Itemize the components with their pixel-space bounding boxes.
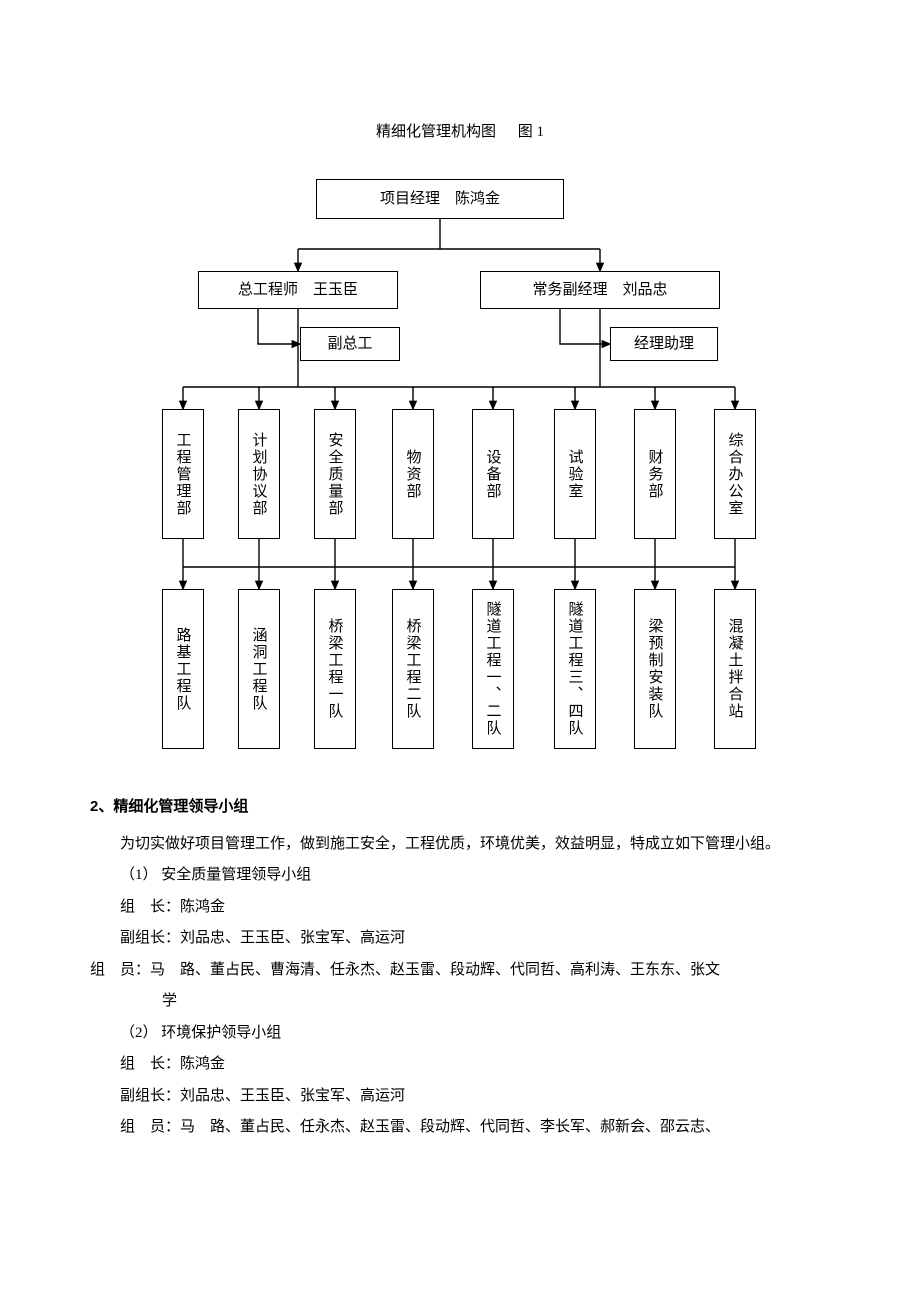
- node-dept-3: 物资部: [392, 409, 434, 539]
- node-dept-0: 工程管理部: [162, 409, 204, 539]
- group1-members-line1: 组 员：马 路、董占民、曹海清、任永杰、赵玉雷、段动辉、代同哲、高利涛、王东东、…: [90, 955, 830, 987]
- node-deputy-manager: 常务副经理 刘品忠: [480, 271, 720, 309]
- node-team-2: 桥梁工程一队: [314, 589, 356, 749]
- node-team-6: 梁预制安装队: [634, 589, 676, 749]
- org-chart-lines: [110, 151, 810, 761]
- node-manager-assistant: 经理助理: [610, 327, 718, 361]
- node-dept-4: 设备部: [472, 409, 514, 539]
- node-team-4: 隧道工程一、二队: [472, 589, 514, 749]
- leader-label: 组 长：: [120, 899, 180, 915]
- group2-viceleader: 副组长：刘品忠、王玉臣、张宝军、高运河: [90, 1081, 830, 1113]
- group1-viceleader: 副组长：刘品忠、王玉臣、张宝军、高运河: [90, 923, 830, 955]
- node-dept-5: 试验室: [554, 409, 596, 539]
- members-list1: 马 路、董占民、任永杰、赵玉雷、段动辉、代同哲、李长军、郝新会、邵云志、: [180, 1119, 720, 1135]
- intro-paragraph: 为切实做好项目管理工作，做到施工安全，工程优质，环境优美，效益明显，特成立如下管…: [90, 829, 830, 861]
- node-team-1: 涵洞工程队: [238, 589, 280, 749]
- chart-title: 精细化管理机构图 图 1: [0, 120, 920, 141]
- group2-members-line1: 组 员：马 路、董占民、任永杰、赵玉雷、段动辉、代同哲、李长军、郝新会、邵云志、: [90, 1112, 830, 1144]
- node-team-7: 混凝土拌合站: [714, 589, 756, 749]
- node-dept-2: 安全质量部: [314, 409, 356, 539]
- chart-fig-label: 图 1: [518, 124, 544, 140]
- viceleader-label: 副组长：: [120, 930, 180, 946]
- leader-name: 陈鸿金: [180, 899, 225, 915]
- viceleader-list: 刘品忠、王玉臣、张宝军、高运河: [180, 1088, 405, 1104]
- members-list1: 马 路、董占民、曹海清、任永杰、赵玉雷、段动辉、代同哲、高利涛、王东东、张文: [150, 962, 720, 978]
- org-chart: 项目经理 陈鸿金总工程师 王玉臣 常务副经理 刘品忠副总工 经理助理工程管理部计划协…: [110, 151, 810, 751]
- node-team-5: 隧道工程三、四队: [554, 589, 596, 749]
- chart-title-text: 精细化管理机构图: [376, 124, 496, 140]
- node-team-0: 路基工程队: [162, 589, 204, 749]
- node-dept-7: 综合办公室: [714, 409, 756, 539]
- group1-leader: 组 长：陈鸿金: [90, 892, 830, 924]
- leader-label: 组 长：: [120, 1056, 180, 1072]
- node-team-3: 桥梁工程二队: [392, 589, 434, 749]
- section-heading: 2、精细化管理领导小组: [90, 791, 830, 823]
- group2-leader: 组 长：陈鸿金: [90, 1049, 830, 1081]
- members-label: 组 员：: [90, 962, 150, 978]
- group2-label: （2） 环境保护领导小组: [90, 1018, 830, 1050]
- viceleader-list: 刘品忠、王玉臣、张宝军、高运河: [180, 930, 405, 946]
- group1-label: （1） 安全质量管理领导小组: [90, 860, 830, 892]
- group1-members-line2: 学: [90, 986, 830, 1018]
- members-label: 组 员：: [120, 1119, 180, 1135]
- node-dept-6: 财务部: [634, 409, 676, 539]
- node-sub-chief-engineer: 副总工: [300, 327, 400, 361]
- body-content: 2、精细化管理领导小组 为切实做好项目管理工作，做到施工安全，工程优质，环境优美…: [0, 791, 920, 1144]
- node-chief-engineer: 总工程师 王玉臣: [198, 271, 398, 309]
- leader-name: 陈鸿金: [180, 1056, 225, 1072]
- viceleader-label: 副组长：: [120, 1088, 180, 1104]
- node-project-manager: 项目经理 陈鸿金: [316, 179, 564, 219]
- node-dept-1: 计划协议部: [238, 409, 280, 539]
